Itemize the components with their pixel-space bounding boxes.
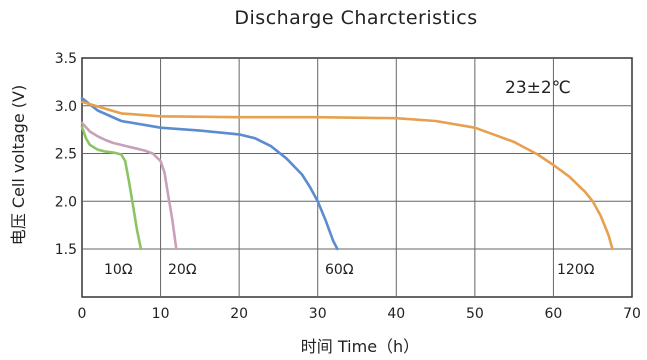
x-tick-label: 0 [78,306,87,322]
series-line [80,96,339,251]
y-axis-label: 电压 Cell voltage (V) [9,85,28,245]
plot-frame [81,57,633,298]
x-tick-label: 30 [309,306,327,322]
series-line [80,125,143,251]
y-tick-label: 1.5 [55,242,77,258]
series-annotation: 60Ω [325,262,354,278]
x-tick-label: 50 [466,306,484,322]
x-tick-label: 10 [152,306,170,322]
y-tick-label: 2.0 [55,194,77,210]
tick-labels: 3.5 3.0 2.5 2.0 1.5 0 10 20 30 40 50 60 70 [55,51,641,322]
y-tick-label: 2.5 [55,147,77,163]
series-line [80,100,614,251]
series-lines [80,96,614,251]
x-tick-label: 70 [623,306,641,322]
x-tick-label: 40 [387,306,405,322]
grid [81,57,633,298]
y-tick-label: 3.0 [55,99,77,115]
series-annotations: 10Ω 20Ω 60Ω 120Ω [104,262,595,278]
series-annotation: 10Ω [104,262,133,278]
x-axis-label: 时间 Time（h） [301,337,419,356]
x-tick-label: 60 [545,306,563,322]
chart-title: Discharge Charcteristics [234,7,477,29]
x-tick-label: 20 [230,306,248,322]
series-annotation: 120Ω [557,262,595,278]
temperature-label: 23±2℃ [505,78,571,98]
y-tick-label: 3.5 [55,51,77,67]
series-annotation: 20Ω [168,262,197,278]
series-line [80,121,178,251]
